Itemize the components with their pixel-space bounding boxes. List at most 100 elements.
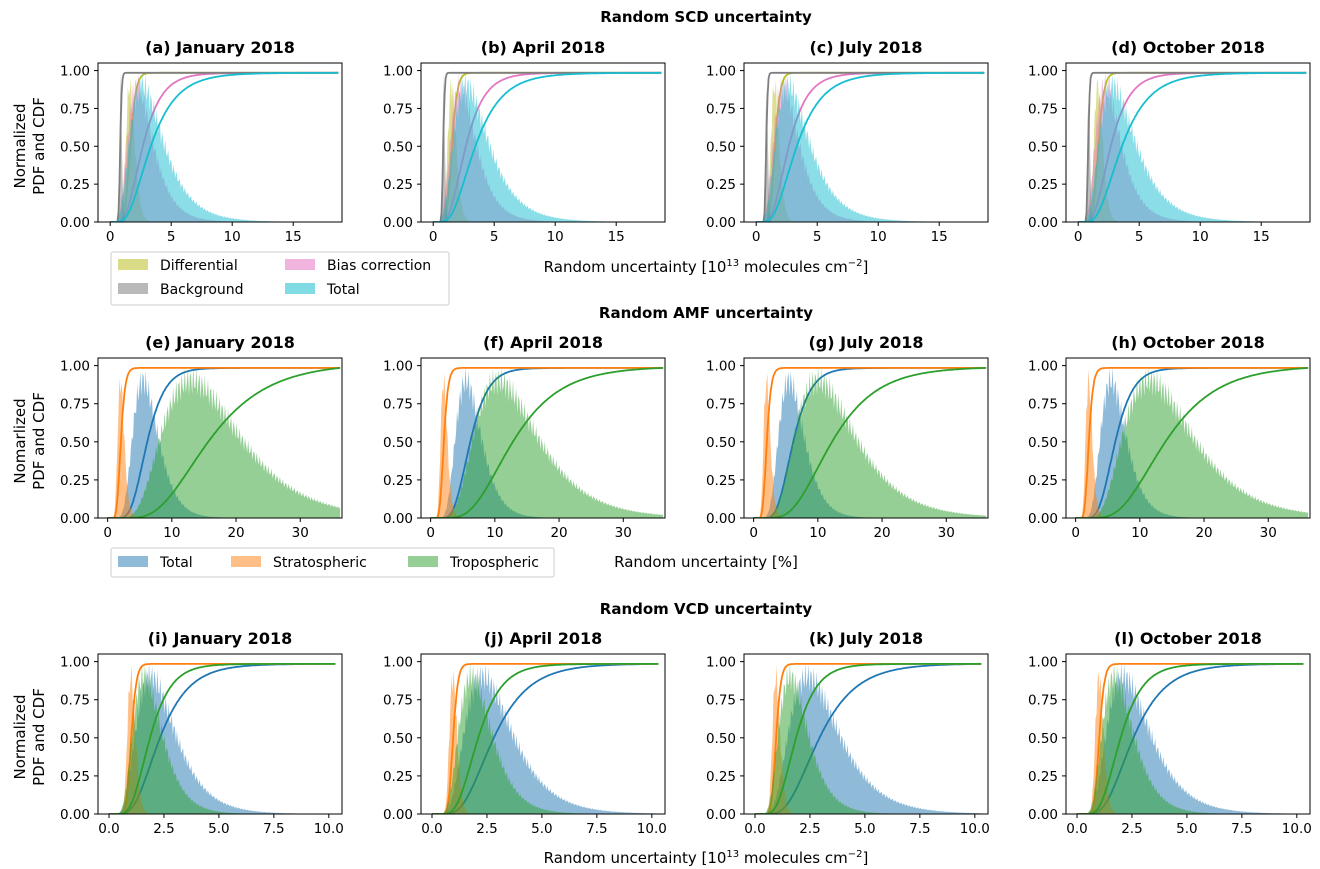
amf-panel-2-xtick-label-0: 0	[749, 525, 758, 541]
scd-panel-0-xtick-label-2: 10	[224, 229, 241, 245]
amf-panel-0-ytick-label-4: 1.00	[60, 359, 90, 375]
vcd-panel-3-ytick-label-2: 0.50	[1028, 731, 1058, 747]
row-title-scd: Random SCD uncertainty	[600, 8, 812, 26]
scd-panel-0-ytick-label-3: 0.75	[60, 101, 90, 117]
legend-swatch-total-scd	[285, 283, 315, 294]
vcd-panel-0-ytick-label-0: 0.00	[60, 807, 90, 823]
amf-panel-1-cdf-stratospheric	[430, 367, 664, 518]
scd-panel-2-ytick-label-3: 0.75	[706, 101, 736, 117]
scd-panel-1-xtick-label-0: 0	[429, 229, 438, 245]
amf-panel-1-xtick-label-3: 30	[615, 525, 632, 541]
amf-panel-1-xtick-label-2: 20	[550, 525, 567, 541]
scd-panel-1-plot-area	[433, 71, 662, 222]
legend-label-total: Total	[159, 555, 193, 571]
ylabel-vcd-line2: PDF and CDF	[30, 688, 48, 786]
amf-panel-0-ytick-label-1: 0.25	[60, 473, 90, 489]
vcd-panel-0-ytick-label-1: 0.25	[60, 769, 90, 785]
scd-panel-3-ytick-label-4: 1.00	[1028, 64, 1058, 80]
amf-panel-1-ytick-label-1: 0.25	[383, 473, 413, 489]
amf-panel-0-plot-area	[107, 366, 341, 518]
amf-panel-2-cdf-stratospheric	[753, 367, 987, 518]
vcd-panel-1-cdf-tropospheric	[432, 663, 659, 814]
xlabel-vcd-exp2: −2	[848, 849, 863, 860]
scd-panel-3-plot-area	[1078, 70, 1307, 222]
scd-panel-3: (d) October 2018 0 5 10 15 0.00 0.25 0.50 0.75 1.…	[1028, 38, 1311, 245]
scd-panel-3-frame	[1065, 62, 1311, 223]
amf-panel-0-xtick-label-1: 10	[163, 525, 180, 541]
vcd-panel-2-ytick-label-2: 0.50	[706, 731, 736, 747]
scd-panel-3-xtick-label-1: 5	[1135, 229, 1144, 245]
amf-panel-3-ytick-label-1: 0.25	[1028, 473, 1058, 489]
vcd-panel-3-ytick-label-4: 1.00	[1028, 655, 1058, 671]
xlabel-vcd-part1: Random uncertainty [10	[544, 849, 727, 867]
legend-swatch-bias-correction	[285, 259, 315, 270]
xlabel-scd-part1: Random uncertainty [10	[544, 258, 727, 276]
legend-swatch-total	[118, 556, 148, 567]
amf-panel-3: (h) October 2018 0 10 20 30 0.00 0.25 0.50 0.75 1…	[1028, 333, 1311, 541]
scd-panel-0-ytick-label-1: 0.25	[60, 177, 90, 193]
vcd-panel-1-ytick-label-2: 0.50	[383, 731, 413, 747]
xlabel-scd-part2: molecules cm	[739, 258, 848, 276]
vcd-panel-0-xtick-label-3: 7.5	[263, 821, 284, 837]
scd-panel-0-frame	[97, 62, 343, 223]
amf-panel-3-title: (h) October 2018	[1111, 333, 1265, 352]
scd-panel-0-ytick-label-4: 1.00	[60, 64, 90, 80]
scd-panel-1-ytick-label-3: 0.75	[383, 101, 413, 117]
amf-panel-0-cdf-tropospheric	[107, 367, 341, 518]
scd-panel-0-cdf-total	[110, 71, 339, 222]
vcd-panel-0-xtick-label-2: 5.0	[208, 821, 229, 837]
amf-panel-3-ytick-label-3: 0.75	[1028, 397, 1058, 413]
vcd-panel-1-xtick-label-0: 0.0	[421, 821, 442, 837]
scd-panel-1-ytick-label-4: 1.00	[383, 64, 413, 80]
scd-panel-1-title: (b) April 2018	[481, 38, 605, 57]
amf-panel-3-cdf-tropospheric	[1075, 367, 1309, 518]
amf-panel-3-pdf-tropospheric	[1075, 365, 1309, 518]
vcd-panel-3-xtick-label-3: 7.5	[1231, 821, 1252, 837]
ylabel-amf-line1: Nomarlized	[11, 398, 29, 483]
ylabel-scd-line1: Normalized	[11, 103, 29, 188]
vcd-panel-2-cdf-tropospheric	[755, 663, 982, 814]
ylabel-scd-line2: PDF and CDF	[30, 97, 48, 195]
scd-panel-2-xtick-label-0: 0	[752, 229, 761, 245]
vcd-panel-3-ytick-label-0: 0.00	[1028, 807, 1058, 823]
vcd-panel-0-ytick-label-2: 0.50	[60, 731, 90, 747]
vcd-panel-2-xtick-label-2: 5.0	[854, 821, 875, 837]
vcd-panel-2-xtick-label-3: 7.5	[909, 821, 930, 837]
legend-label-differential: Differential	[160, 258, 238, 274]
legend-amf-frame	[110, 547, 555, 578]
vcd-panel-1-xtick-label-4: 10.0	[637, 821, 667, 837]
amf-panel-0: (e) January 2018 0 10 20 30 0.00 0.25 0.50 0.75 1…	[60, 333, 343, 541]
vcd-panel-2-ytick-label-0: 0.00	[706, 807, 736, 823]
vcd-panel-3-plot-area	[1076, 662, 1304, 814]
amf-panel-1-frame	[420, 357, 666, 519]
amf-panel-3-plot-area	[1075, 365, 1309, 518]
vcd-panel-0-ytick-label-3: 0.75	[60, 693, 90, 709]
amf-panel-3-xtick-label-0: 0	[1071, 525, 1080, 541]
vcd-panel-3-xtick-label-1: 2.5	[1121, 821, 1142, 837]
scd-panel-3-xtick-label-0: 0	[1074, 229, 1083, 245]
amf-panel-2-xtick-label-1: 10	[809, 525, 826, 541]
legend-swatch-stratospheric	[231, 556, 261, 567]
amf-panel-2-title: (g) July 2018	[808, 333, 923, 352]
xlabel-amf: Random uncertainty [%]	[614, 553, 798, 571]
scd-panel-0-ytick-label-0: 0.00	[60, 215, 90, 231]
vcd-panel-0-cdf-tropospheric	[109, 663, 336, 814]
scd-panel-1: (b) April 2018 0 5 10 15 0.00 0.25 0.50 0.75 1.00	[383, 38, 666, 245]
scd-panel-3-ytick-label-1: 0.25	[1028, 177, 1058, 193]
xlabel-scd-exp2: −2	[848, 258, 863, 269]
amf-panel-0-cdf-stratospheric	[107, 367, 341, 518]
vcd-panel-3-xtick-label-4: 10.0	[1282, 821, 1312, 837]
legend-amf: Total Stratospheric Tropospheric	[110, 547, 555, 578]
legend-swatch-differential	[118, 259, 148, 270]
scd-panel-1-cdf-total	[433, 71, 662, 222]
amf-panel-0-pdf-tropospheric	[107, 366, 341, 518]
scd-panel-2-pdf-total	[756, 72, 985, 222]
scd-panel-3-pdf-total	[1078, 73, 1307, 222]
xlabel-vcd-exp1: 13	[726, 849, 739, 860]
scd-panel-2-frame	[743, 62, 989, 223]
amf-panel-2-xtick-label-3: 30	[938, 525, 955, 541]
scd-panel-0-ytick-label-2: 0.50	[60, 139, 90, 155]
vcd-panel-1-xtick-label-3: 7.5	[586, 821, 607, 837]
scd-panel-2-ytick-label-0: 0.00	[706, 215, 736, 231]
